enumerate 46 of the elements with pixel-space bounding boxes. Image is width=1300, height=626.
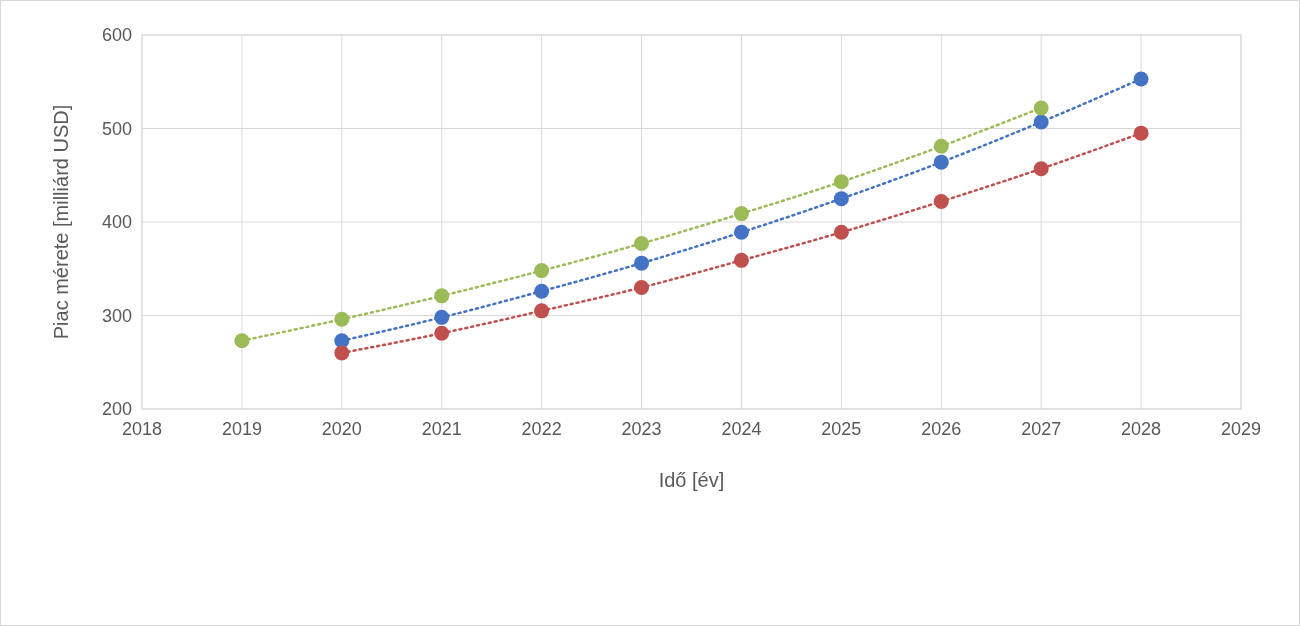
x-tick-label: 2020 <box>321 419 362 439</box>
point <box>733 252 749 268</box>
point <box>933 154 949 170</box>
point <box>733 224 749 240</box>
point <box>534 263 550 279</box>
x-tick-label: 2026 <box>921 419 962 439</box>
point <box>833 191 849 207</box>
point <box>334 311 350 327</box>
point <box>1133 125 1149 141</box>
point <box>833 174 849 190</box>
point <box>434 309 450 325</box>
y-axis-title: Piac mérete [milliárd USD] <box>50 104 72 340</box>
point <box>933 193 949 209</box>
point <box>434 288 450 304</box>
x-tick-label: 2021 <box>421 419 462 439</box>
x-tick-label: 2023 <box>621 419 662 439</box>
point <box>334 333 350 349</box>
y-tick-label: 300 <box>101 305 132 326</box>
point <box>234 333 250 349</box>
point <box>833 224 849 240</box>
x-tick-label: 2024 <box>721 419 762 439</box>
point <box>334 345 350 361</box>
x-tick-label: 2018 <box>121 419 163 439</box>
point <box>534 283 550 299</box>
x-tick-label: 2025 <box>821 419 862 439</box>
point <box>634 255 650 271</box>
x-tick-label: 2028 <box>1121 419 1162 439</box>
x-tick-label: 2029 <box>1220 419 1262 439</box>
x-tick-label: 2027 <box>1021 419 1062 439</box>
point <box>1033 161 1049 177</box>
y-tick-label: 600 <box>101 25 132 45</box>
x-axis-title: Idő [év] <box>658 469 725 491</box>
point <box>634 279 650 295</box>
y-tick-label: 400 <box>101 212 132 232</box>
point <box>634 236 650 252</box>
y-tick-label: 500 <box>101 118 132 139</box>
point <box>434 325 450 341</box>
point <box>933 138 949 154</box>
point <box>733 206 749 222</box>
point <box>1033 114 1049 130</box>
point <box>1033 100 1049 116</box>
x-tick-label: 2022 <box>521 419 562 439</box>
x-tick-label: 2019 <box>221 419 262 439</box>
point <box>1133 71 1149 87</box>
y-tick-label: 200 <box>101 399 132 419</box>
point <box>534 303 550 319</box>
